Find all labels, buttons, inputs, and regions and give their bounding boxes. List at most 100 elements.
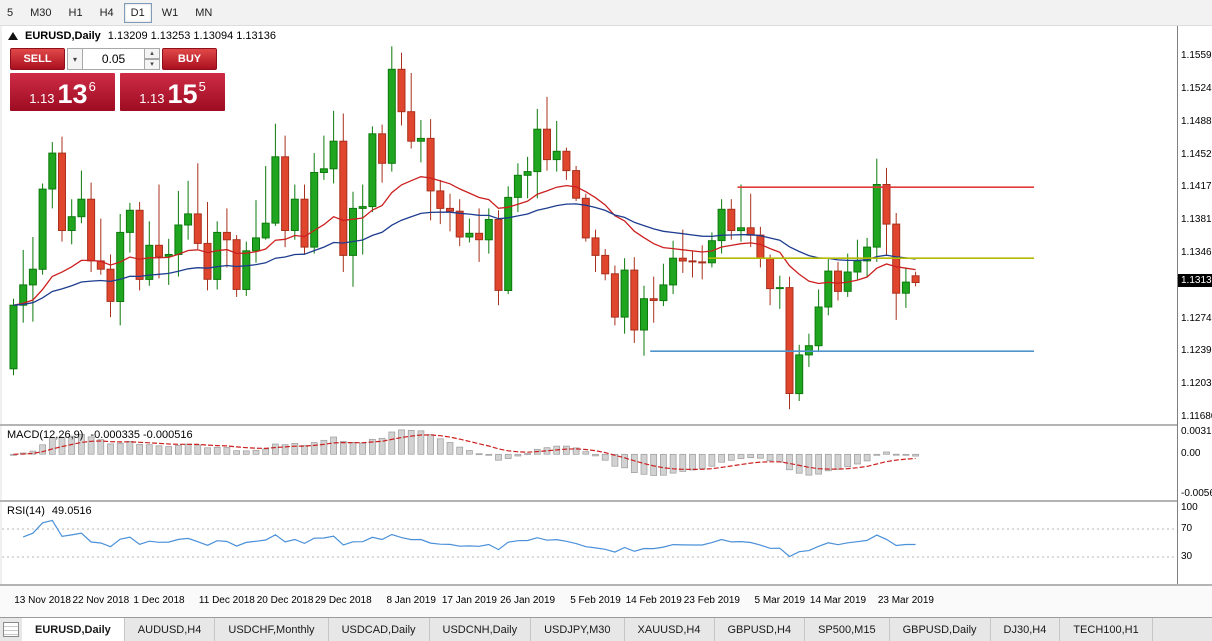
lot-size-group: ▾ ▴ ▾	[67, 48, 160, 70]
tab-tech100-h1[interactable]: TECH100,H1	[1060, 618, 1153, 641]
macd-values: -0.000335 -0.000516	[90, 429, 193, 441]
chart-title: EURUSD,Daily 1.13209 1.13253 1.13094 1.1…	[8, 30, 276, 42]
axis-tick: 1.15240	[1181, 82, 1212, 94]
timeframe-button-m30[interactable]: M30	[30, 6, 52, 19]
tab-usdcad-daily[interactable]: USDCAD,Daily	[329, 618, 430, 641]
ask-big-digits: 15	[167, 79, 198, 110]
oct-collapse-icon[interactable]	[8, 32, 18, 40]
lot-spinner: ▴ ▾	[145, 48, 160, 70]
time-axis-label: 14 Mar 2019	[809, 595, 867, 606]
time-axis-label: 5 Mar 2019	[754, 595, 806, 606]
axis-tick: 0.00	[1181, 448, 1201, 460]
tab-usdjpy-m30[interactable]: USDJPY,M30	[531, 618, 625, 641]
macd-signal-line	[13, 434, 916, 471]
axis-tick: 70	[1181, 523, 1193, 534]
time-axis-label: 20 Dec 2018	[256, 595, 314, 606]
bid-pip-fraction: 6	[88, 79, 96, 94]
timeframe-button-mn[interactable]: MN	[195, 6, 213, 19]
rsi-indicator-panel: RSI(14) 49.0516	[2, 502, 1177, 584]
rsi-label-row: RSI(14) 49.0516	[7, 505, 92, 517]
timeframe-button-d1[interactable]: D1	[123, 2, 152, 23]
rsi-canvas[interactable]	[2, 502, 1177, 584]
chart-windows-icon[interactable]	[3, 622, 19, 637]
axis-tick: 1.13810	[1181, 214, 1212, 226]
time-axis-label: 29 Dec 2018	[314, 595, 372, 606]
timeframe-button-h4[interactable]: H4	[99, 6, 114, 19]
macd-label: MACD(12,26,9)	[7, 429, 84, 441]
axis-tick: 1.12390	[1181, 345, 1212, 357]
time-axis-label: 1 Dec 2018	[133, 595, 185, 606]
tab-gbpusd-h4[interactable]: GBPUSD,H4	[715, 618, 806, 641]
sell-button[interactable]: SELL	[10, 48, 65, 70]
rsi-label: RSI(14)	[7, 505, 45, 517]
lot-dropdown-button[interactable]: ▾	[67, 48, 83, 70]
axis-tick: 1.12740	[1181, 312, 1212, 324]
ask-price-box[interactable]: 1.13 15 5	[120, 73, 225, 111]
time-axis-label: 23 Feb 2019	[683, 595, 740, 606]
axis-tick: 1.13460	[1181, 246, 1212, 258]
macd-label-row: MACD(12,26,9) -0.000335 -0.000516	[7, 429, 193, 441]
ask-pip-fraction: 5	[198, 79, 206, 94]
axis-tick: 1.12030	[1181, 378, 1212, 390]
chevron-down-icon: ▾	[72, 54, 77, 64]
time-axis-label: 8 Jan 2019	[386, 595, 436, 606]
axis-tick: 100	[1181, 502, 1198, 513]
one-click-trading-panel: SELL ▾ ▴ ▾ BUY 1.13 13 6 1	[10, 48, 225, 111]
axis-tick: 30	[1181, 551, 1193, 562]
timeframe-button-5[interactable]: 5	[7, 6, 14, 19]
tab-sp500-m15[interactable]: SP500,M15	[805, 618, 890, 641]
time-axis-label: 22 Nov 2018	[72, 595, 130, 606]
moving-average-lines	[13, 176, 916, 306]
timeframe-button-w1[interactable]: W1	[161, 6, 179, 19]
timeframe-button-h1[interactable]: H1	[68, 6, 83, 19]
bid-price-box[interactable]: 1.13 13 6	[10, 73, 115, 111]
chart-ohlc-values: 1.13209 1.13253 1.13094 1.13136	[107, 30, 277, 42]
timeframe-toolbar: 5 M30 H1 H4 D1 W1 MN	[0, 0, 1212, 26]
tab-usdchf-monthly[interactable]: USDCHF,Monthly	[215, 618, 329, 641]
price-chart-panel: EURUSD,Daily 1.13209 1.13253 1.13094 1.1…	[2, 26, 1177, 424]
current-price-badge: 1.13136	[1178, 274, 1212, 288]
time-axis-label: 23 Mar 2019	[877, 595, 934, 606]
time-axis-label: 17 Jan 2019	[441, 595, 497, 606]
candles	[9, 46, 920, 410]
tab-dj30-h4[interactable]: DJ30,H4	[991, 618, 1061, 641]
rsi-value: 49.0516	[51, 505, 92, 517]
chart-symbol-period: EURUSD,Daily	[25, 30, 101, 42]
lot-size-input[interactable]	[83, 48, 145, 70]
time-axis-label: 13 Nov 2018	[14, 595, 71, 606]
price-axis[interactable]: 1.15590 1.15240 1.14880 1.14520 1.14170 1.138…	[1177, 26, 1212, 584]
tab-eurusd-daily[interactable]: EURUSD,Daily	[22, 618, 125, 641]
axis-tick: 1.15590	[1181, 50, 1212, 62]
bid-big-digits: 13	[57, 79, 88, 110]
panel-divider[interactable]	[0, 424, 1212, 426]
horizontal-level-lines	[650, 186, 1034, 353]
tab-audusd-h4[interactable]: AUDUSD,H4	[125, 618, 216, 641]
axis-tick: 1.14880	[1181, 115, 1212, 127]
ask-prefix: 1.13	[139, 90, 165, 106]
tab-gbpusd-daily[interactable]: GBPUSD,Daily	[890, 618, 991, 641]
panel-divider[interactable]	[0, 584, 1212, 586]
time-axis-label: 14 Feb 2019	[625, 595, 682, 606]
macd-histogram	[10, 429, 919, 476]
axis-tick: 1.14520	[1181, 148, 1212, 160]
tab-usdcnh-daily[interactable]: USDCNH,Daily	[430, 618, 532, 641]
macd-indicator-panel: MACD(12,26,9) -0.000335 -0.000516	[2, 426, 1177, 500]
axis-tick: 0.003177	[1181, 426, 1212, 437]
rsi-line	[22, 519, 916, 558]
price-chart-canvas[interactable]	[2, 26, 1177, 424]
time-axis-label: 26 Jan 2019	[500, 595, 556, 606]
axis-tick: 1.14170	[1181, 181, 1212, 193]
time-axis-label: 11 Dec 2018	[198, 595, 255, 606]
panel-divider[interactable]	[0, 500, 1212, 502]
time-axis[interactable]: 13 Nov 2018 22 Nov 2018 1 Dec 2018 11 Dec 2…	[0, 586, 1212, 617]
macd-canvas[interactable]	[2, 426, 1177, 500]
time-axis-label: 5 Feb 2019	[570, 595, 621, 606]
buy-button[interactable]: BUY	[162, 48, 217, 70]
lot-increment-button[interactable]: ▴	[145, 48, 160, 59]
lot-decrement-button[interactable]: ▾	[145, 59, 160, 70]
tab-xauusd-h4[interactable]: XAUUSD,H4	[625, 618, 715, 641]
bid-prefix: 1.13	[29, 90, 55, 106]
axis-tick: -0.005667	[1181, 488, 1212, 499]
